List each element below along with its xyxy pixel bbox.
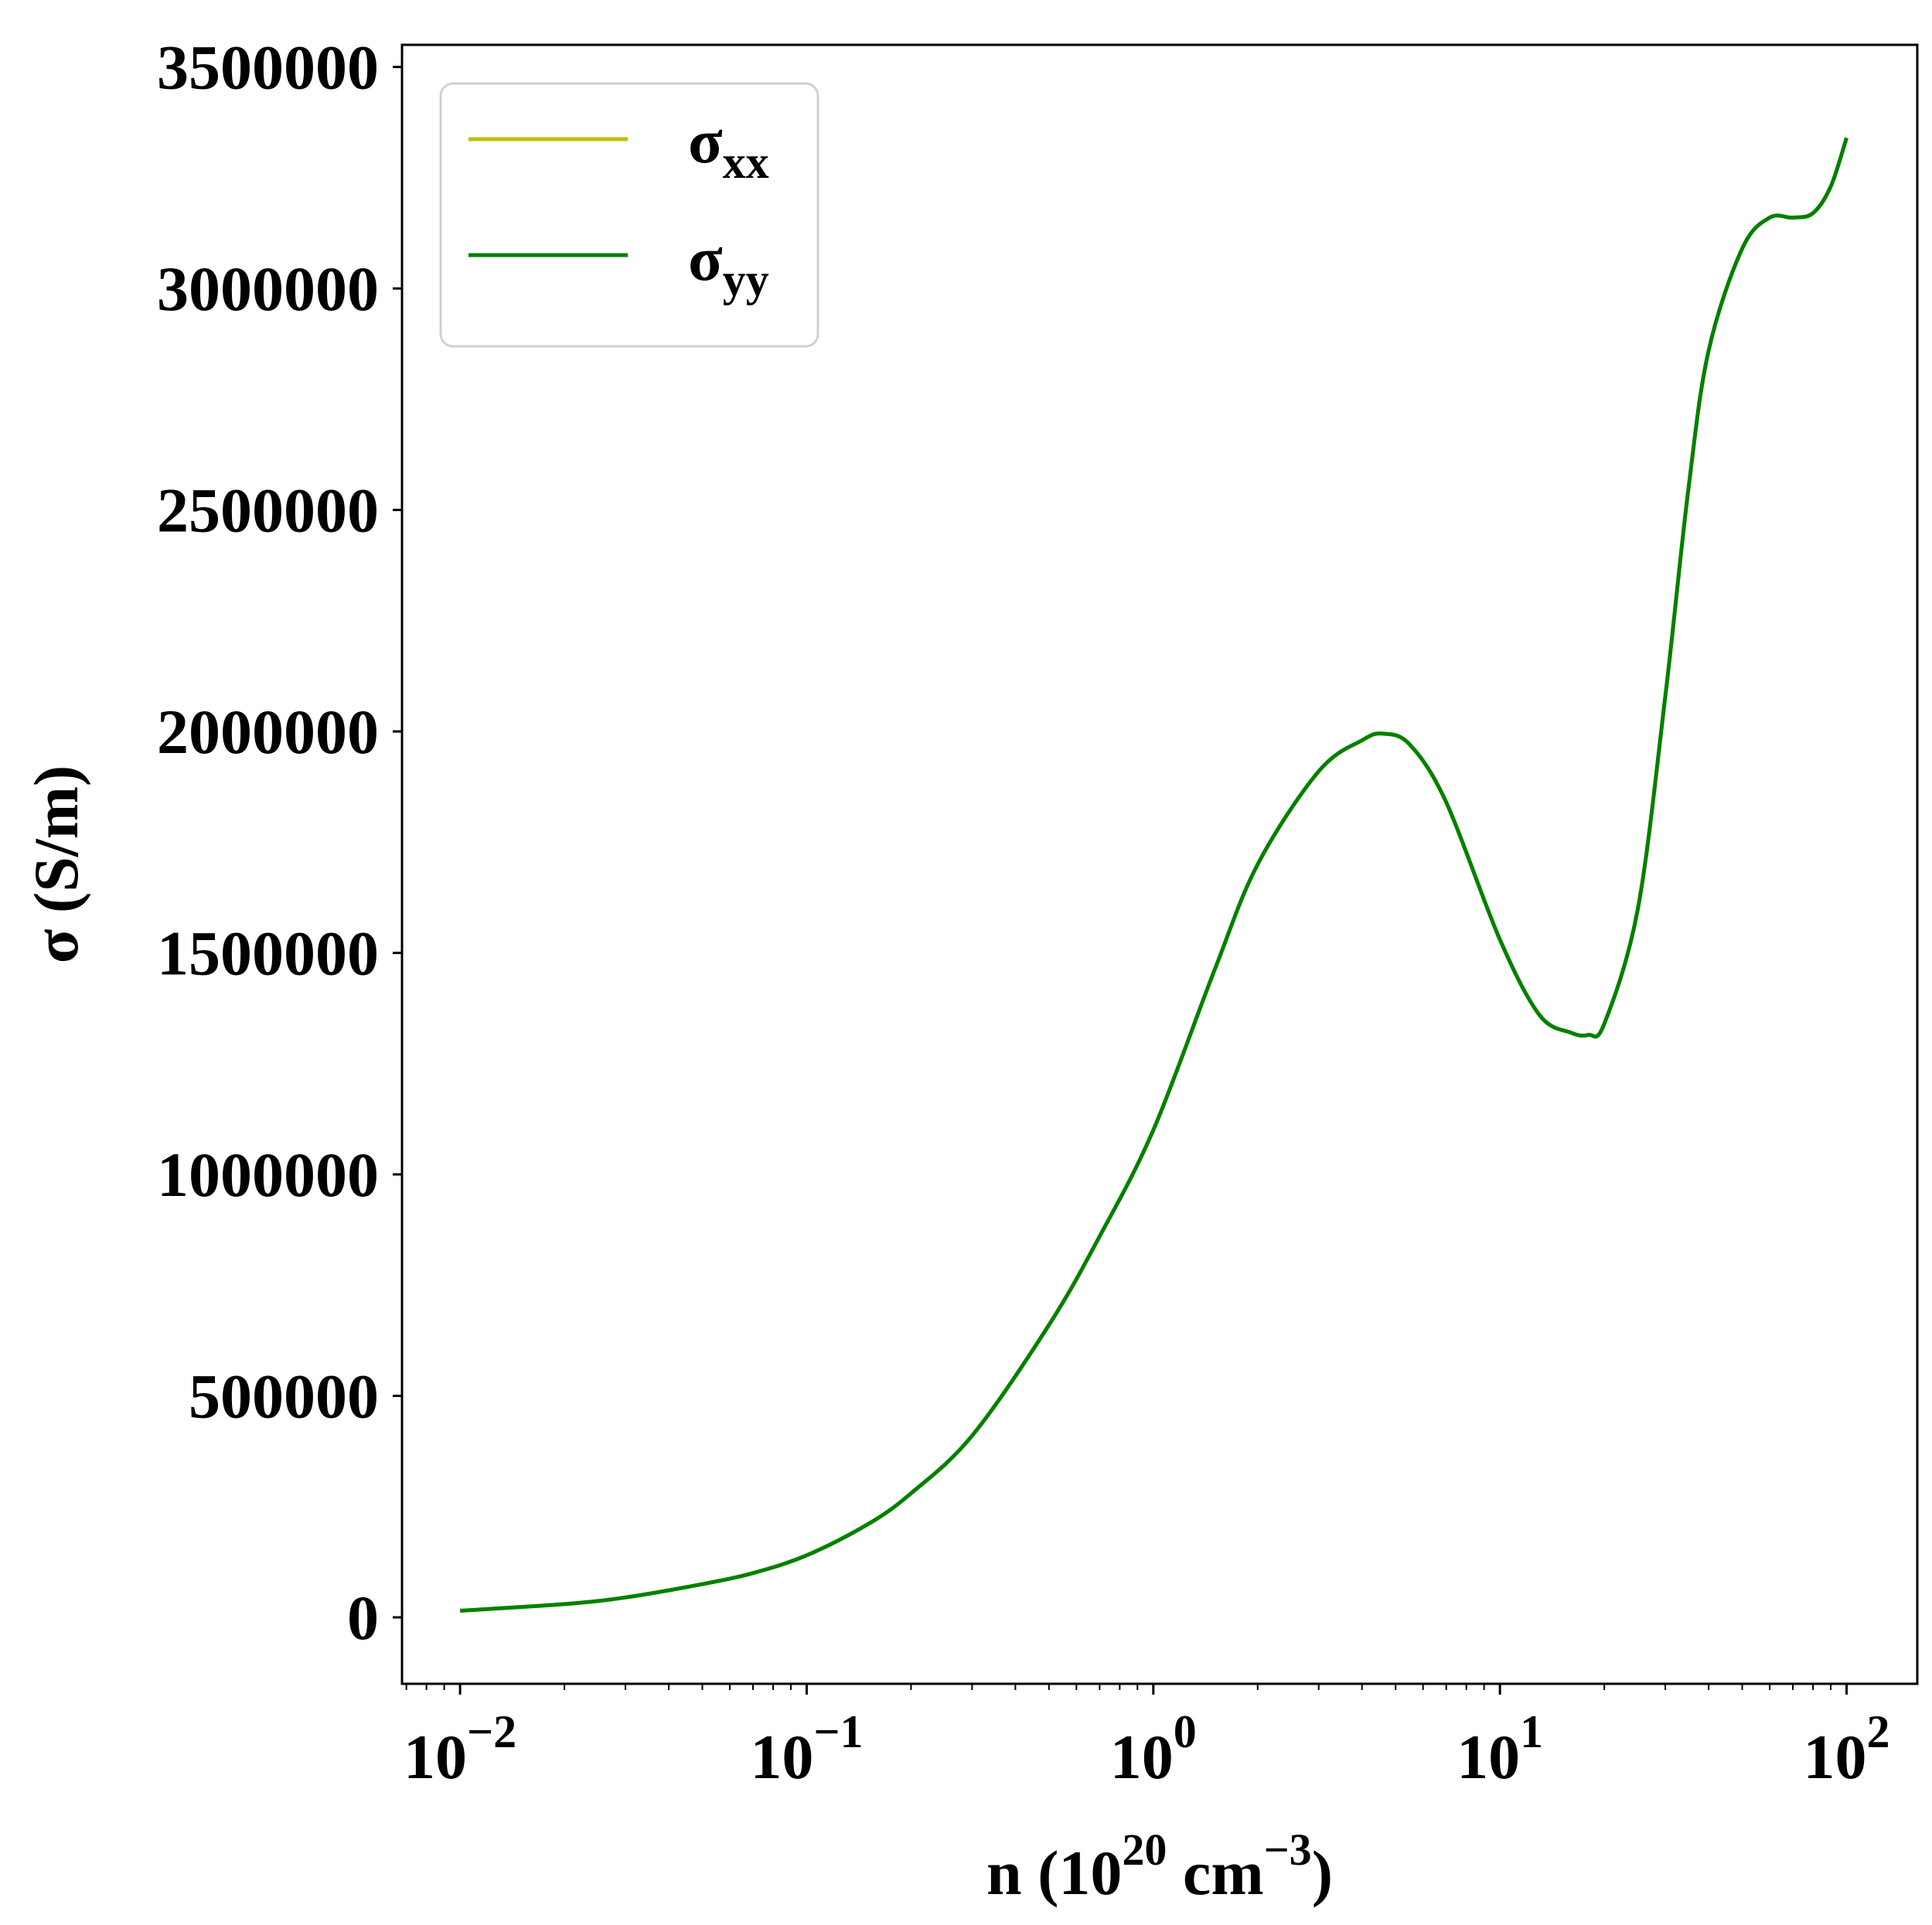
x-tick-label: 101 [1457,1706,1543,1792]
legend-box [439,82,819,348]
y-tick-label: 2500000 [157,475,379,546]
x-tick-label: 100 [1110,1706,1197,1792]
y-axis-title: σ (S/m) [21,765,91,963]
legend-label-sigma-xx-sub: xx [723,137,769,188]
y-tick-label: 1500000 [157,918,379,989]
legend-label-sigma-yy-base: σ [688,223,723,294]
y-axis: 0 500000 1000000 1500000 2000000 2500000 30000… [157,32,402,1653]
x-axis: 10−2 10−1 100 101 102 [404,1684,1889,1792]
legend-label-sigma-xx-base: σ [688,106,723,176]
y-tick-label: 3500000 [157,32,379,103]
series-line-1 [459,137,1849,1613]
x-tick-label: 102 [1803,1706,1889,1792]
x-axis-title-mid: cm [1167,1838,1263,1908]
x-tick-label: 10−1 [750,1706,863,1792]
legend: σxx σyy [439,82,819,348]
legend-label-sigma-xx: σxx [688,106,769,188]
x-axis-title-sup1: 20 [1122,1824,1167,1875]
x-axis-title: n (1020 cm−3) [986,1824,1333,1908]
x-axis-title-base: n (10 [986,1838,1122,1908]
x-tick-label: 10−2 [404,1706,516,1792]
series-line-0 [459,137,1849,1613]
y-tick-label: 0 [347,1583,379,1653]
x-axis-title-end: ) [1312,1838,1333,1908]
plot-frame [400,43,1919,1685]
legend-label-sigma-yy-sub: yy [723,254,769,305]
y-tick-label: 3000000 [157,254,379,324]
y-tick-label: 500000 [189,1361,379,1432]
series-lines [459,137,1849,1613]
y-tick-label: 1000000 [157,1140,379,1210]
legend-label-sigma-yy: σyy [688,223,769,305]
y-tick-label: 2000000 [157,697,379,767]
x-axis-title-sup2: −3 [1264,1824,1312,1875]
